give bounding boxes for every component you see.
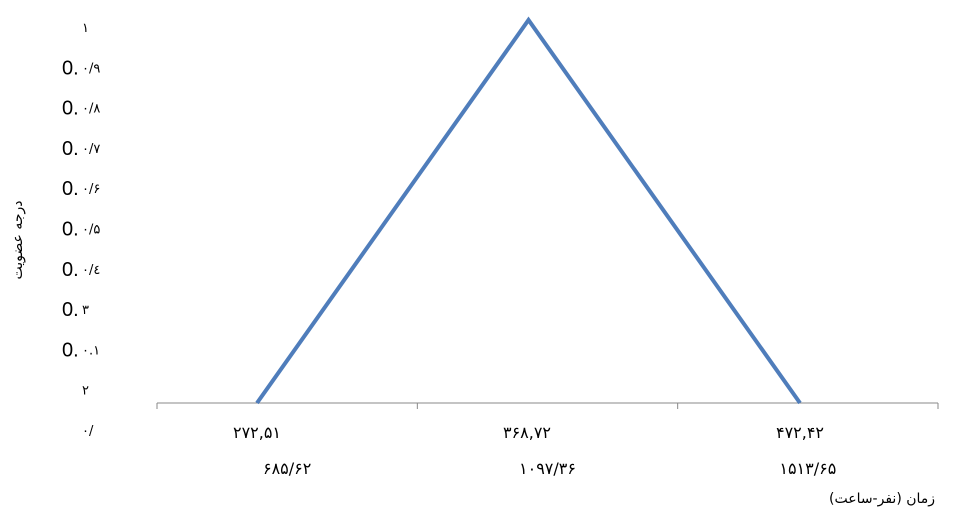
x-category-label: ۶۸۵/۶۲ (263, 459, 311, 478)
x-axis-tick-labels: ۲۷۲,۵۱ ۳۶۸,۷۲ ۴۷۲,۴۲ ۶۸۵/۶۲ ۱۰۹۷/۳۶ ۱۵۱۳/۶۵ (233, 423, 836, 478)
y-tick-label: ۱ (82, 21, 89, 36)
y-tick-ghost-label: 0. (62, 98, 79, 120)
x-category-label: ۱۵۱۳/۶۵ (779, 459, 836, 478)
y-tick-ghost-label: 0. (62, 339, 79, 361)
x-axis-label: زمان (نفر-ساعت) (829, 491, 935, 507)
y-tick-label: ۰/۶ (82, 182, 100, 197)
y-tick-label: ۰/۸ (82, 102, 100, 117)
y-tick-ghost-label: 0. (62, 259, 79, 281)
y-tick-ghost-label: 0. (62, 299, 79, 321)
y-tick-label: ۰/٤ (82, 263, 100, 278)
y-tick-label: ۰/۹ (82, 61, 100, 76)
y-tick-label: ۰/۵ (82, 223, 100, 238)
y-axis-label: درجه عضویت (10, 201, 26, 280)
y-axis-tick-labels: ۰/۲0. ۰.۱0. ۳0. ۰/٤0. ۰/۵0. ۰/۶0. ۰/۷0. ۰/۸0. ۰/… (62, 21, 100, 439)
membership-series-line (255, 16, 802, 405)
y-tick-label: ۳ (82, 303, 89, 318)
x-point-label: ۳۶۸,۷۲ (503, 423, 551, 442)
y-tick-label: ۰.۱ (82, 343, 100, 358)
x-point-label: ۲۷۲,۵۱ (233, 423, 281, 442)
x-axis (156, 402, 939, 409)
plot-series (255, 16, 802, 405)
y-tick-ghost-label: 0. (62, 219, 79, 241)
x-point-label: ۴۷۲,۴۲ (776, 423, 824, 442)
x-category-label: ۱۰۹۷/۳۶ (519, 459, 576, 478)
y-tick-ghost-label: 0. (62, 138, 79, 160)
y-tick-label: ۰/ (82, 424, 94, 439)
y-tick-label: ۰/۷ (82, 142, 100, 157)
y-tick-ghost-label: 0. (62, 178, 79, 200)
y-tick-label: ۲ (82, 384, 89, 399)
y-tick-ghost-label: 0. (62, 57, 79, 79)
